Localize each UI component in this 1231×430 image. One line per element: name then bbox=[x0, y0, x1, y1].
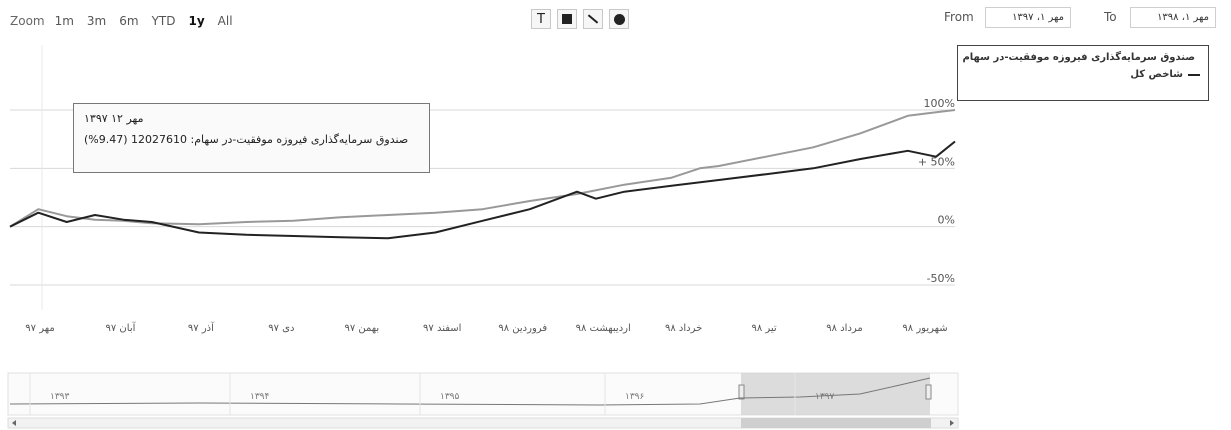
navigator-year-label: ۱۳۹۷ bbox=[815, 392, 835, 402]
tooltip-date: مهر ۱۲ ۱۳۹۷ bbox=[84, 112, 144, 125]
x-tick-label: مهر ۹۷ bbox=[25, 323, 54, 334]
circle-tool-icon[interactable] bbox=[609, 9, 629, 29]
navigator-year-label: ۱۳۹۴ bbox=[250, 392, 270, 402]
rectangle-tool-icon[interactable] bbox=[557, 9, 577, 29]
scrollbar-thumb[interactable] bbox=[741, 418, 931, 428]
zoom-all-button[interactable]: All bbox=[217, 14, 233, 28]
x-tick-label: اردیبهشت ۹۸ bbox=[576, 323, 631, 334]
legend-index-swatch bbox=[1188, 73, 1200, 76]
scroll-right-arrow-icon[interactable] bbox=[950, 420, 954, 426]
navigator-year-label: ۱۳۹۵ bbox=[440, 392, 460, 402]
zoom-1m-button[interactable]: 1m bbox=[54, 14, 74, 28]
line-tool-icon[interactable] bbox=[583, 9, 603, 29]
range-to-label: To bbox=[1104, 10, 1117, 24]
scroll-left-arrow-icon[interactable] bbox=[12, 420, 16, 426]
range-from-input[interactable]: مهر ۱، ۱۳۹۷ bbox=[985, 7, 1071, 28]
legend-item-index[interactable]: شاخص کل bbox=[966, 69, 1200, 80]
zoom-ytd-button[interactable]: YTD bbox=[151, 14, 176, 28]
zoom-1y-button[interactable]: 1y bbox=[188, 14, 205, 28]
zoom-3m-button[interactable]: 3m bbox=[86, 14, 107, 28]
x-tick-label: آذر ۹۷ bbox=[188, 321, 215, 334]
navigator-year-label: ۱۳۹۳ bbox=[50, 392, 70, 402]
navigator-year-label: ۱۳۹۶ bbox=[625, 392, 645, 402]
text-tool-glyph: T bbox=[537, 11, 545, 27]
navigator-handle-left[interactable] bbox=[738, 384, 745, 400]
zoom-bar: Zoom 1m 3m 6m YTD 1y All bbox=[10, 12, 246, 30]
y-tick-label: 100% bbox=[924, 97, 955, 110]
x-tick-label: اسفند ۹۷ bbox=[423, 323, 461, 334]
y-tick-label: + 50% bbox=[918, 155, 955, 168]
legend-item-fund[interactable]: صندوق سرمایه‌گذاری فیروزه موفقیت-در سهام bbox=[962, 52, 1200, 63]
tooltip: مهر ۱۲ ۱۳۹۷ صندوق سرمایه‌گذاری فیروزه مو… bbox=[73, 103, 430, 173]
legend-index-label: شاخص کل bbox=[1130, 69, 1183, 80]
navigator-selection[interactable] bbox=[741, 373, 930, 415]
x-tick-label: تیر ۹۸ bbox=[751, 323, 776, 334]
y-tick-label: -50% bbox=[927, 272, 955, 285]
tooltip-value: صندوق سرمایه‌گذاری فیروزه موفقیت-در سهام… bbox=[84, 133, 409, 146]
drawing-toolbar: T bbox=[531, 9, 635, 29]
navigator-handle-right[interactable] bbox=[925, 384, 932, 400]
series-line-0 bbox=[9, 109, 956, 228]
x-tick-label: بهمن ۹۷ bbox=[344, 323, 379, 334]
text-tool-icon[interactable]: T bbox=[531, 9, 551, 29]
range-from-label: From bbox=[944, 10, 974, 24]
x-tick-label: آبان ۹۷ bbox=[106, 321, 137, 334]
x-tick-label: مرداد ۹۸ bbox=[826, 323, 863, 334]
legend-fund-label: صندوق سرمایه‌گذاری فیروزه موفقیت-در سهام bbox=[962, 52, 1195, 63]
zoom-label: Zoom bbox=[10, 14, 45, 28]
scrollbar-track[interactable] bbox=[7, 417, 959, 429]
range-to-input[interactable]: مهر ۱، ۱۳۹۸ bbox=[1130, 7, 1216, 28]
y-tick-label: 0% bbox=[938, 214, 955, 227]
x-tick-label: شهریور ۹۸ bbox=[902, 323, 947, 334]
legend: صندوق سرمایه‌گذاری فیروزه موفقیت-در سهام… bbox=[957, 45, 1209, 101]
series-line-1 bbox=[9, 140, 956, 240]
x-tick-label: دی ۹۷ bbox=[268, 323, 294, 334]
navigator-series bbox=[9, 377, 931, 406]
x-tick-label: خرداد ۹۸ bbox=[665, 323, 702, 334]
zoom-6m-button[interactable]: 6m bbox=[119, 14, 139, 28]
x-tick-label: فروردین ۹۸ bbox=[498, 323, 547, 334]
